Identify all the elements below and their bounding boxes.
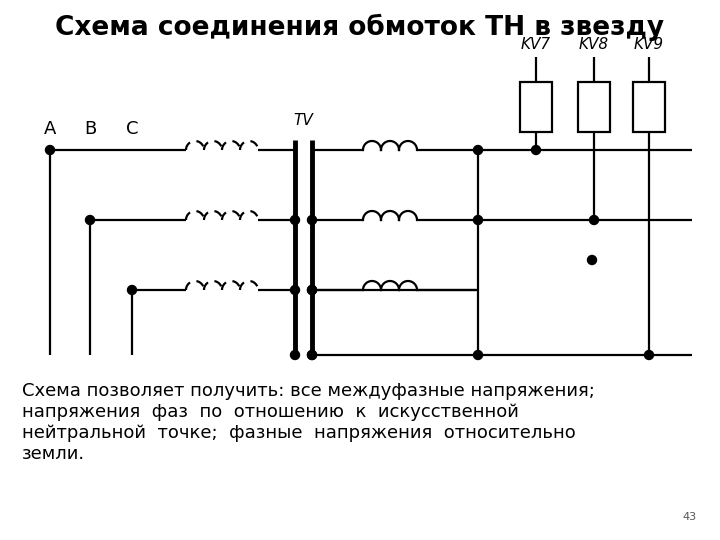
Circle shape bbox=[590, 215, 598, 225]
Circle shape bbox=[307, 215, 317, 225]
Text: KV9: KV9 bbox=[634, 37, 664, 52]
Text: Схема позволяет получить: все междуфазные напряжения;: Схема позволяет получить: все междуфазны… bbox=[22, 382, 595, 400]
Circle shape bbox=[307, 350, 317, 360]
Text: TV: TV bbox=[294, 113, 313, 128]
Text: KV7: KV7 bbox=[521, 37, 551, 52]
Circle shape bbox=[307, 350, 317, 360]
Bar bbox=[633, 82, 665, 132]
Text: Схема соединения обмоток ТН в звезду: Схема соединения обмоток ТН в звезду bbox=[55, 14, 665, 41]
Text: земли.: земли. bbox=[22, 445, 85, 463]
Circle shape bbox=[290, 350, 300, 360]
Circle shape bbox=[474, 215, 482, 225]
Circle shape bbox=[86, 215, 94, 225]
Text: C: C bbox=[126, 120, 138, 138]
Circle shape bbox=[127, 286, 137, 294]
Circle shape bbox=[474, 145, 482, 154]
Circle shape bbox=[290, 286, 300, 294]
Circle shape bbox=[307, 286, 317, 294]
Circle shape bbox=[588, 255, 596, 265]
Text: B: B bbox=[84, 120, 96, 138]
Bar bbox=[578, 82, 610, 132]
Circle shape bbox=[474, 350, 482, 360]
Circle shape bbox=[307, 286, 317, 294]
Text: напряжения  фаз  по  отношению  к  искусственной: напряжения фаз по отношению к искусствен… bbox=[22, 403, 519, 421]
Text: нейтральной  точке;  фазные  напряжения  относительно: нейтральной точке; фазные напряжения отн… bbox=[22, 424, 576, 442]
Text: A: A bbox=[44, 120, 56, 138]
Text: KV8: KV8 bbox=[579, 37, 609, 52]
Circle shape bbox=[45, 145, 55, 154]
Circle shape bbox=[290, 215, 300, 225]
Circle shape bbox=[644, 350, 654, 360]
Circle shape bbox=[531, 145, 541, 154]
Bar bbox=[520, 82, 552, 132]
Text: 43: 43 bbox=[683, 512, 697, 522]
